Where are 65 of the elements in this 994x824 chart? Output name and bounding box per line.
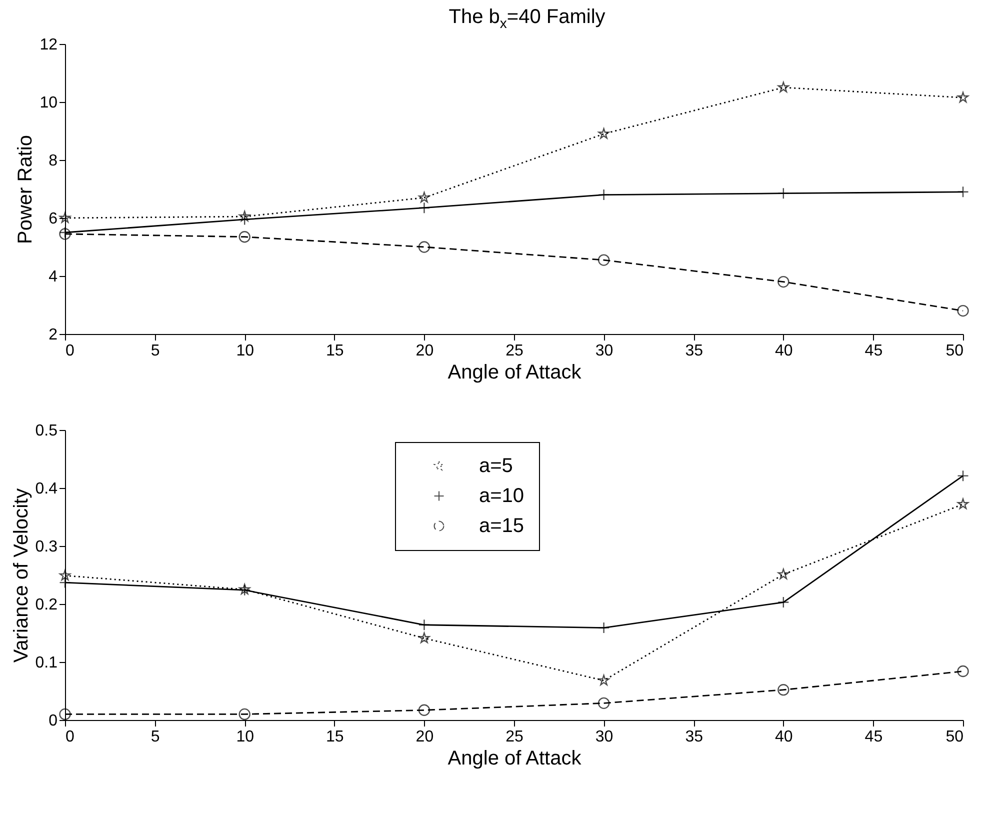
point — [598, 128, 610, 139]
x-tick-label: 15 — [326, 342, 344, 360]
point — [418, 632, 430, 644]
y-tick-label: 0 — [48, 712, 58, 730]
point — [418, 192, 430, 203]
y-tick-label: 0.1 — [35, 654, 58, 672]
y-tick-label: 6 — [48, 210, 58, 228]
point — [418, 704, 430, 716]
x-tick-label: 0 — [66, 728, 74, 746]
y-tick-label: 8 — [48, 152, 58, 170]
y-tick-label: 10 — [40, 94, 58, 112]
x-tick-label: 35 — [685, 728, 704, 746]
point — [239, 210, 250, 222]
y-tick-label: 0.4 — [35, 480, 58, 498]
y-tick-label: 0.3 — [35, 538, 58, 556]
point — [598, 674, 610, 686]
point — [778, 568, 789, 580]
x-tick-label: 5 — [150, 342, 160, 360]
point — [957, 92, 969, 102]
legend-label: a=15 — [479, 515, 524, 537]
point — [778, 82, 789, 92]
x-tick-label: 20 — [416, 342, 434, 360]
y-tick-label: 4 — [48, 268, 58, 286]
x-tick-label: 40 — [775, 342, 793, 360]
x-tick-label: 20 — [416, 728, 434, 746]
x-tick-label: 15 — [326, 728, 344, 746]
point — [598, 697, 610, 710]
x-tick-label: 50 — [946, 728, 964, 746]
x-tick-label: 10 — [236, 342, 254, 360]
point — [238, 231, 250, 243]
y-axis-title: Variance of Velocity — [10, 488, 32, 663]
point — [957, 665, 969, 678]
x-tick-label: 35 — [685, 342, 704, 360]
x-tick-label: 30 — [595, 342, 614, 360]
x-tick-label: 25 — [506, 728, 524, 746]
point — [778, 276, 790, 288]
x-tick-label: 50 — [946, 342, 964, 360]
chart-title: The b$_{x}$=40 Family — [448, 6, 606, 32]
point — [59, 212, 71, 223]
legend-label: a=10 — [479, 485, 524, 507]
y-tick-label: 12 — [40, 36, 58, 54]
x-axis-title: Angle of Attack — [448, 748, 582, 770]
point — [418, 241, 430, 253]
point — [598, 254, 610, 266]
x-axis-title: Angle of Attack — [448, 362, 582, 384]
x-tick-label: 40 — [775, 728, 793, 746]
x-tick-label: 0 — [66, 342, 74, 360]
point — [778, 684, 790, 696]
point — [238, 708, 250, 720]
y-tick-label: 0.2 — [35, 596, 58, 614]
point — [59, 708, 71, 720]
legend-label: a=5 — [479, 455, 513, 477]
point — [957, 470, 969, 482]
point — [957, 498, 969, 510]
x-tick-label: 45 — [864, 728, 883, 746]
y-tick-label: 2 — [48, 326, 58, 344]
point — [59, 570, 71, 580]
y-axis-title: Power Ratio — [14, 135, 37, 244]
y-tick-label: 0.5 — [35, 422, 58, 440]
x-tick-label: 10 — [236, 728, 254, 746]
x-tick-label: 25 — [506, 342, 524, 360]
x-tick-label: 5 — [150, 728, 160, 746]
x-tick-label: 45 — [864, 342, 883, 360]
x-tick-label: 30 — [595, 728, 614, 746]
point — [957, 304, 969, 317]
